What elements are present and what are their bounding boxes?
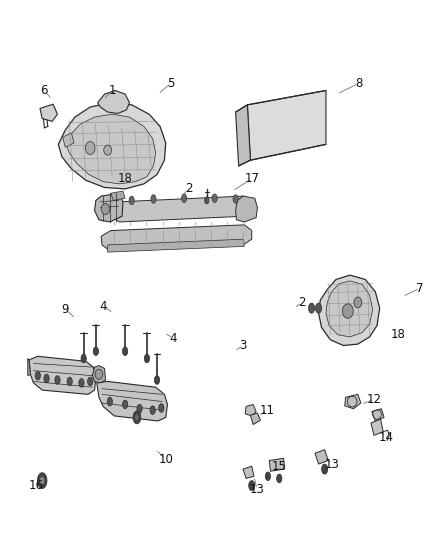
Circle shape xyxy=(55,376,60,384)
Polygon shape xyxy=(92,366,106,383)
Text: 12: 12 xyxy=(367,393,381,406)
Circle shape xyxy=(79,378,84,387)
Circle shape xyxy=(249,481,255,491)
Text: 17: 17 xyxy=(244,172,259,185)
Text: 11: 11 xyxy=(260,403,275,417)
Text: 4: 4 xyxy=(170,332,177,345)
Polygon shape xyxy=(28,359,30,376)
Circle shape xyxy=(321,464,328,474)
Polygon shape xyxy=(245,405,256,416)
Polygon shape xyxy=(109,196,254,222)
Ellipse shape xyxy=(104,145,112,155)
Circle shape xyxy=(277,474,282,483)
Circle shape xyxy=(159,403,164,413)
Text: 4: 4 xyxy=(99,300,107,312)
Polygon shape xyxy=(98,91,130,114)
Circle shape xyxy=(150,406,155,415)
Circle shape xyxy=(129,196,134,205)
Circle shape xyxy=(67,377,72,386)
Circle shape xyxy=(107,397,113,406)
Circle shape xyxy=(93,347,99,356)
Circle shape xyxy=(123,400,128,409)
Polygon shape xyxy=(97,382,167,421)
Circle shape xyxy=(123,347,128,356)
Polygon shape xyxy=(247,91,326,160)
Polygon shape xyxy=(40,104,57,122)
Circle shape xyxy=(145,354,150,363)
Ellipse shape xyxy=(101,204,110,214)
Polygon shape xyxy=(269,458,285,471)
Polygon shape xyxy=(66,114,155,184)
Circle shape xyxy=(88,377,93,386)
Polygon shape xyxy=(236,105,251,166)
Polygon shape xyxy=(236,196,258,222)
Text: 8: 8 xyxy=(355,77,362,90)
Circle shape xyxy=(133,411,141,424)
Circle shape xyxy=(233,195,238,203)
Circle shape xyxy=(35,372,40,380)
Polygon shape xyxy=(243,466,254,479)
Circle shape xyxy=(181,194,187,203)
Text: 2: 2 xyxy=(298,296,306,309)
Circle shape xyxy=(212,194,217,203)
Polygon shape xyxy=(318,275,380,345)
Circle shape xyxy=(81,354,86,363)
Polygon shape xyxy=(29,356,96,394)
Text: 1: 1 xyxy=(108,84,116,97)
Text: 18: 18 xyxy=(391,328,406,341)
Text: 2: 2 xyxy=(185,182,192,196)
Circle shape xyxy=(315,303,321,313)
Polygon shape xyxy=(111,191,125,200)
Text: 7: 7 xyxy=(416,281,424,295)
Polygon shape xyxy=(58,103,166,189)
Text: 5: 5 xyxy=(167,77,175,90)
Text: 16: 16 xyxy=(29,479,44,492)
Polygon shape xyxy=(326,281,373,337)
Text: 14: 14 xyxy=(378,431,393,444)
Circle shape xyxy=(308,303,314,313)
Circle shape xyxy=(151,195,156,203)
Text: 13: 13 xyxy=(250,483,265,496)
Text: 18: 18 xyxy=(118,172,133,185)
Text: 3: 3 xyxy=(239,339,247,352)
Circle shape xyxy=(154,376,159,384)
Polygon shape xyxy=(345,394,361,409)
Polygon shape xyxy=(63,133,74,147)
Polygon shape xyxy=(108,239,244,252)
Ellipse shape xyxy=(343,304,353,318)
Text: 9: 9 xyxy=(62,303,69,316)
Polygon shape xyxy=(101,225,252,251)
Text: 13: 13 xyxy=(324,457,339,471)
Circle shape xyxy=(265,472,271,481)
Circle shape xyxy=(135,414,139,421)
Circle shape xyxy=(137,405,142,413)
Circle shape xyxy=(37,473,47,488)
Polygon shape xyxy=(251,413,261,425)
Text: 6: 6 xyxy=(41,84,48,97)
Polygon shape xyxy=(371,419,383,435)
Ellipse shape xyxy=(354,297,362,308)
Circle shape xyxy=(39,477,45,485)
Polygon shape xyxy=(372,409,384,421)
Polygon shape xyxy=(95,193,123,222)
Circle shape xyxy=(205,197,209,204)
Circle shape xyxy=(44,374,49,383)
Ellipse shape xyxy=(95,369,103,379)
Ellipse shape xyxy=(85,141,95,155)
Text: 15: 15 xyxy=(272,460,287,473)
Polygon shape xyxy=(315,450,328,464)
Text: 10: 10 xyxy=(158,453,173,465)
